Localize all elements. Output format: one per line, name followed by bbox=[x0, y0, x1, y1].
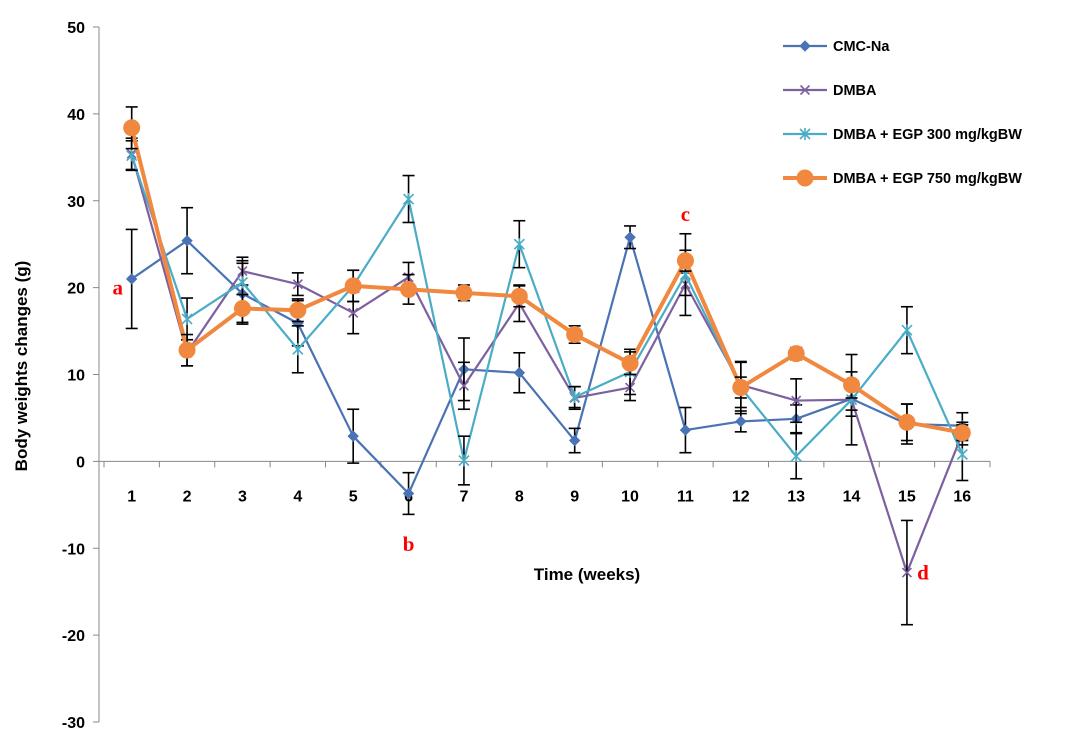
legend-marker bbox=[799, 128, 811, 140]
data-point bbox=[732, 379, 750, 397]
legend-label: DMBA bbox=[833, 83, 877, 99]
data-point bbox=[566, 326, 584, 344]
data-point bbox=[178, 341, 196, 359]
data-point bbox=[402, 193, 415, 206]
legend-marker bbox=[799, 84, 811, 96]
data-point bbox=[510, 287, 528, 305]
data-point bbox=[787, 345, 805, 363]
data-point bbox=[843, 376, 861, 394]
legend-marker bbox=[799, 40, 811, 52]
annotation-label: c bbox=[681, 202, 690, 226]
data-point bbox=[292, 279, 303, 290]
data-point bbox=[953, 424, 971, 442]
data-point bbox=[181, 235, 193, 247]
data-point bbox=[126, 149, 138, 162]
series-1 bbox=[125, 206, 969, 516]
data-point bbox=[348, 307, 359, 318]
data-point bbox=[513, 367, 526, 379]
data-point bbox=[455, 284, 473, 302]
data-point bbox=[458, 454, 470, 467]
data-point bbox=[901, 567, 913, 578]
annotation-label: b bbox=[403, 532, 415, 556]
annotation-label: a bbox=[112, 276, 123, 300]
x-tick-label: 10 bbox=[621, 488, 639, 505]
legend-item-2: DMBA bbox=[783, 83, 877, 99]
data-point bbox=[901, 324, 913, 337]
x-tick-label: 5 bbox=[349, 488, 358, 505]
series-line bbox=[131, 236, 963, 495]
x-tick-label: 12 bbox=[732, 488, 750, 505]
data-point bbox=[790, 450, 802, 463]
data-point bbox=[735, 415, 747, 428]
data-point bbox=[400, 280, 418, 298]
x-tick-label: 4 bbox=[293, 488, 302, 505]
y-tick-label: 20 bbox=[67, 281, 85, 298]
x-tick-label: 14 bbox=[843, 488, 861, 505]
series-lines bbox=[123, 106, 971, 626]
data-point bbox=[347, 430, 359, 442]
legend-label: DMBA + EGP 300 mg/kgBW bbox=[833, 127, 1022, 143]
x-tick-label: 2 bbox=[183, 488, 192, 505]
x-tick-label: 7 bbox=[459, 488, 468, 505]
y-tick-label: 40 bbox=[67, 107, 85, 124]
x-axis-title: Time (weeks) bbox=[534, 565, 640, 584]
x-axis: 12345678910111213141516 bbox=[99, 460, 991, 505]
data-point bbox=[513, 238, 525, 251]
x-tick-label: 3 bbox=[238, 488, 247, 505]
series-line bbox=[130, 155, 964, 462]
data-point bbox=[956, 448, 968, 461]
data-point bbox=[402, 487, 415, 500]
y-axis: -30 -20 -10 0 10 20 30 40 50 bbox=[62, 20, 100, 729]
y-tick-label: 0 bbox=[76, 454, 85, 471]
legend-item-3: DMBA + EGP 300 mg/kgBW bbox=[783, 127, 1022, 143]
data-point bbox=[624, 231, 636, 243]
legend-item-1: CMC-Na bbox=[783, 39, 890, 55]
data-point bbox=[679, 424, 692, 436]
series-line bbox=[129, 127, 963, 435]
series-line bbox=[130, 153, 964, 574]
y-tick-label: -30 bbox=[62, 715, 85, 729]
legend: CMC-Na DMBA DMBA + EGP 300 mg/kgBW DMBA + E… bbox=[783, 39, 1022, 187]
data-point bbox=[569, 391, 581, 404]
data-point bbox=[676, 252, 694, 270]
legend-marker bbox=[796, 169, 814, 187]
legend-label: DMBA + EGP 750 mg/kgBW bbox=[833, 171, 1022, 187]
annotations: a b c d bbox=[112, 202, 929, 585]
y-tick-label: 30 bbox=[67, 194, 85, 211]
y-axis-title: Body weights changes (g) bbox=[12, 261, 31, 472]
data-point bbox=[289, 301, 307, 319]
y-tick-label: -10 bbox=[62, 541, 85, 558]
x-tick-label: 15 bbox=[898, 488, 916, 505]
x-tick-label: 1 bbox=[127, 488, 136, 505]
legend-label: CMC-Na bbox=[833, 39, 890, 55]
y-tick-label: 50 bbox=[67, 20, 85, 37]
data-point bbox=[344, 277, 362, 295]
data-point bbox=[458, 380, 470, 391]
series-4 bbox=[123, 106, 971, 442]
x-tick-label: 8 bbox=[515, 488, 524, 505]
y-tick-label: 10 bbox=[67, 368, 85, 385]
data-point bbox=[791, 395, 802, 406]
series-3 bbox=[125, 140, 969, 486]
data-point bbox=[123, 119, 141, 137]
data-point bbox=[233, 299, 251, 317]
data-point bbox=[125, 273, 138, 285]
x-tick-label: 9 bbox=[570, 488, 579, 505]
data-point bbox=[621, 354, 639, 372]
data-point bbox=[568, 434, 581, 447]
legend-item-4: DMBA + EGP 750 mg/kgBW bbox=[783, 169, 1022, 187]
y-tick-label: -20 bbox=[62, 628, 85, 645]
x-tick-label: 16 bbox=[953, 488, 971, 505]
annotation-label: d bbox=[917, 561, 929, 585]
data-point bbox=[292, 343, 304, 356]
x-tick-label: 11 bbox=[677, 488, 694, 505]
x-tick-label: 13 bbox=[787, 488, 805, 505]
data-point bbox=[181, 312, 193, 325]
data-point bbox=[898, 413, 916, 431]
data-point bbox=[236, 276, 249, 289]
